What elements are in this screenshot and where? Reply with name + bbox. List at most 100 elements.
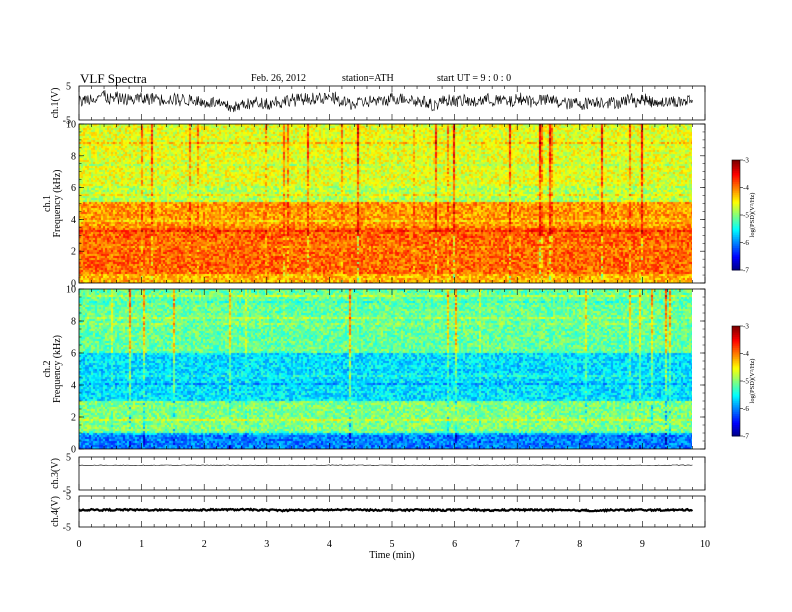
y-tick-label: -5 [63, 116, 71, 127]
ch1-waveform-line [78, 90, 693, 113]
colorbar-segment [732, 349, 740, 353]
colorbar-segment [732, 205, 740, 209]
ch1-colorbar: -3 -4 -5 -6 -7 log(PSD)(V²/Hz) [731, 157, 756, 275]
colorbar-segment [732, 338, 740, 342]
colorbar-segment [732, 408, 740, 411]
colorbar-segment [732, 410, 740, 413]
colorbar-segment [732, 384, 740, 387]
y-tick-label: 5 [66, 492, 71, 503]
colorbar-segment [732, 167, 740, 170]
colorbar-segment [732, 326, 740, 329]
colorbar-segment [732, 379, 740, 382]
colorbar-segment [732, 366, 740, 369]
colorbar-segment [732, 382, 740, 386]
colorbar-segment [732, 353, 740, 356]
colorbar-segment [732, 381, 740, 384]
y-tick-label: 2 [71, 413, 76, 424]
colorbar-segment [732, 211, 740, 214]
recording-date: Feb. 26, 2012 [251, 73, 306, 84]
colorbar-segment [732, 259, 740, 262]
colorbar-segment [732, 215, 740, 218]
colorbar-segment [732, 187, 740, 190]
colorbar-segment [732, 357, 740, 360]
colorbar-segment [732, 183, 740, 187]
colorbar-segment [732, 171, 740, 174]
colorbar-segment [732, 160, 740, 163]
colorbar-segment [732, 255, 740, 258]
colorbar-segment [732, 244, 740, 247]
channel-label: ch.2 [42, 361, 53, 378]
colorbar-segment [732, 238, 740, 242]
colorbar-tick-label: -7 [743, 433, 749, 441]
ch1-spectrogram [79, 124, 692, 283]
colorbar-tick-label: -5 [743, 378, 749, 386]
colorbar-segment [732, 327, 740, 331]
y-tick-label: 4 [71, 215, 76, 226]
colorbar-segment [732, 331, 740, 334]
colorbar-segment [732, 246, 740, 249]
x-tick-label: 5 [390, 539, 395, 550]
colorbar-segment [732, 194, 740, 198]
colorbar-tick-label: -6 [743, 405, 749, 413]
colorbar-tick-label: -4 [743, 184, 749, 192]
colorbar-segment [732, 346, 740, 349]
colorbar-segment [732, 163, 740, 166]
colorbar-tick-label: -5 [743, 212, 749, 220]
colorbar-segment [732, 423, 740, 426]
x-tick-label: 6 [452, 539, 457, 550]
colorbar-segment [732, 371, 740, 375]
colorbar-segment [732, 189, 740, 192]
colorbar-segment [732, 386, 740, 389]
colorbar-segment [732, 161, 740, 165]
colorbar-segment [732, 242, 740, 245]
waveform-traces [78, 90, 694, 513]
y-tick-label: 4 [71, 381, 76, 392]
colorbar-segment [732, 264, 740, 267]
colorbar-segment [732, 174, 740, 177]
colorbar-segment [732, 375, 740, 378]
colorbar-segment [732, 248, 740, 251]
colorbar-segment [732, 360, 740, 364]
colorbar-segment [732, 351, 740, 354]
colorbar-segment [732, 432, 740, 435]
colorbar-segment [732, 266, 740, 269]
x-tick-label: 2 [202, 539, 207, 550]
colorbar-segment [732, 348, 740, 351]
colorbar-segment [732, 213, 740, 216]
colorbar-segment [732, 222, 740, 225]
colorbar-segment [732, 182, 740, 185]
colorbar-segment [732, 373, 740, 376]
colorbar-segment [732, 340, 740, 343]
ch1-spectrogram-image [79, 124, 692, 283]
axis-ticks [78, 86, 706, 527]
colorbar-segment [732, 196, 740, 199]
colorbar-segment [732, 253, 740, 256]
colorbar-segment [732, 172, 740, 176]
colorbar-segment [732, 414, 740, 417]
colorbar-tick-label: -4 [743, 350, 749, 358]
x-tick-label: 4 [327, 539, 332, 550]
colorbar-segment [732, 204, 740, 207]
x-tick-label: 7 [515, 539, 520, 550]
y-tick-label: 0 [71, 279, 76, 290]
colorbar-segment [732, 397, 740, 400]
colorbar-segment [732, 392, 740, 395]
colorbar-segment [732, 329, 740, 332]
ch4-waveform-line [78, 507, 694, 513]
y-tick-label: -5 [63, 523, 71, 534]
colorbar-segment [732, 362, 740, 365]
y-tick-label: 10 [66, 120, 76, 131]
colorbar-segment [732, 428, 740, 431]
ch2-spectrogram-image [79, 289, 692, 449]
x-tick-label: 10 [700, 539, 710, 550]
colorbar-segment [732, 202, 740, 205]
colorbar-label: log(PSD)(V²/Hz) [749, 193, 756, 238]
channel-label: ch.1 [42, 195, 53, 212]
colorbar-segment [732, 178, 740, 181]
colorbar-segment [732, 401, 740, 404]
colorbar-segment [732, 191, 740, 194]
x-tick-label: 9 [640, 539, 645, 550]
x-tick-label: 1 [139, 539, 144, 550]
colorbar-segment [732, 207, 740, 210]
